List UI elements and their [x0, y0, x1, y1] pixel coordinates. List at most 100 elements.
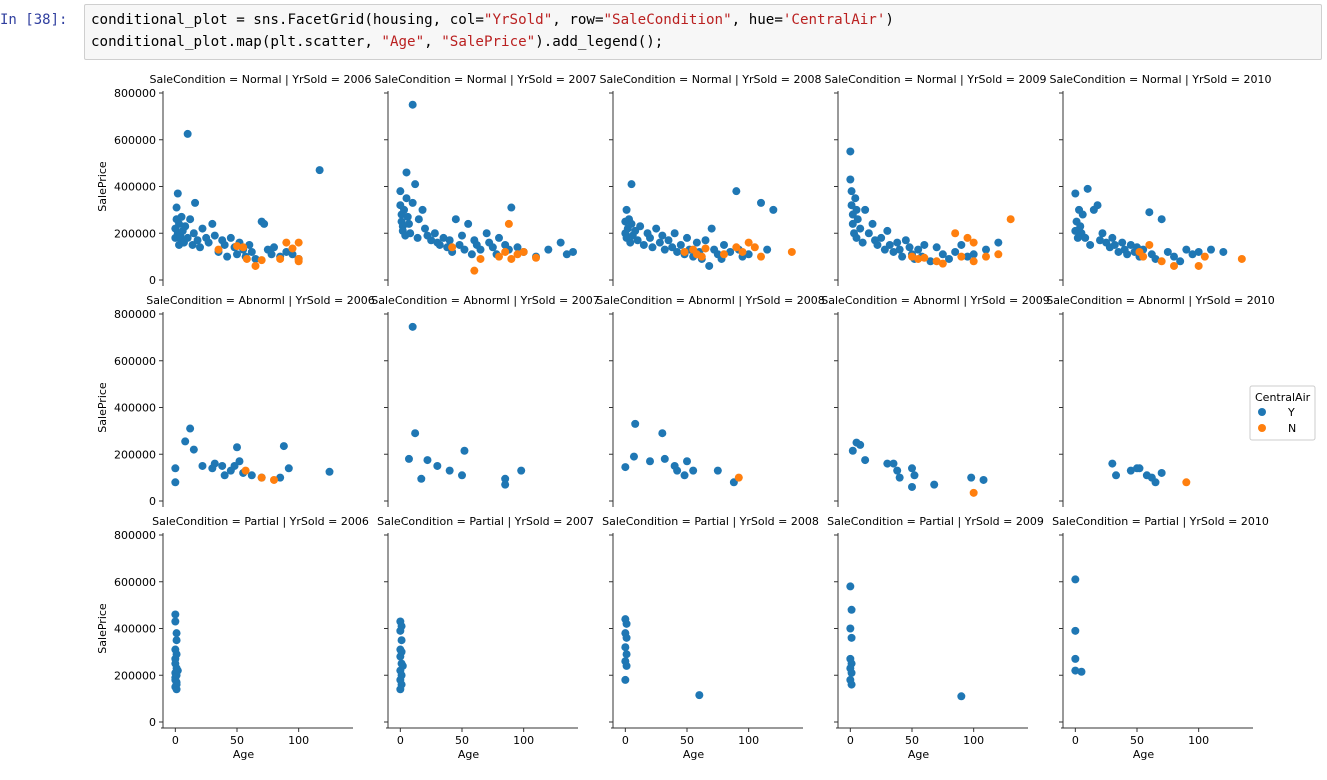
- scatter-point-y: [220, 240, 229, 249]
- x-axis-label: Age: [458, 748, 480, 761]
- scatter-point-y: [400, 205, 409, 214]
- scatter-point-y: [488, 243, 497, 252]
- scatter-point-n: [1194, 261, 1203, 270]
- code-string-token: "Age": [381, 34, 425, 50]
- scatter-point-y: [173, 666, 182, 675]
- code-cell-input[interactable]: conditional_plot = sns.FacetGrid(housing…: [84, 4, 1322, 60]
- y-tick-label: 800000: [114, 308, 156, 321]
- scatter-point-y: [868, 219, 877, 228]
- facet-title: SaleCondition = Partial | YrSold = 2007: [377, 515, 594, 528]
- facet-title: SaleCondition = Normal | YrSold = 2009: [825, 73, 1047, 86]
- scatter-point-y: [181, 222, 190, 231]
- scatter-point-y: [210, 231, 219, 240]
- scatter-point-y: [421, 224, 429, 233]
- facet-title: SaleCondition = Partial | YrSold = 2010: [1052, 515, 1269, 528]
- scatter-point-n: [1139, 252, 1148, 261]
- scatter-point-y: [315, 166, 324, 175]
- scatter-point-y: [701, 236, 710, 245]
- scatter-point-n: [507, 254, 516, 263]
- scatter-point-y: [627, 180, 636, 189]
- scatter-point-y: [404, 219, 413, 228]
- scatter-point-n: [294, 238, 303, 247]
- scatter-point-n: [294, 257, 303, 266]
- scatter-point-y: [427, 236, 436, 245]
- scatter-point-y: [1108, 233, 1117, 242]
- code-token: ).add_legend();: [535, 34, 664, 50]
- code-token: conditional_plot.map(plt.scatter,: [91, 34, 382, 50]
- scatter-point-y: [544, 245, 553, 254]
- scatter-point-y: [403, 212, 412, 221]
- scatter-point-y: [245, 240, 254, 249]
- scatter-point-y: [893, 238, 902, 247]
- code-string-token: "SalePrice": [441, 34, 536, 50]
- scatter-point-y: [172, 678, 181, 687]
- x-tick-label: 100: [963, 734, 984, 747]
- scatter-point-y: [408, 100, 417, 109]
- scatter-point-y: [1110, 240, 1119, 249]
- scatter-point-y: [969, 250, 978, 259]
- scatter-point-y: [652, 224, 661, 233]
- scatter-point-y: [631, 419, 640, 428]
- scatter-point-y: [445, 466, 454, 475]
- scatter-point-y: [858, 238, 867, 247]
- scatter-point-n: [241, 466, 250, 475]
- x-tick-label: 50: [680, 734, 694, 747]
- scatter-point-y: [847, 187, 856, 196]
- scatter-point-y: [226, 233, 235, 242]
- scatter-point-y: [905, 243, 914, 252]
- scatter-point-y: [288, 250, 297, 259]
- scatter-point-y: [744, 250, 753, 259]
- scatter-point-y: [220, 471, 229, 480]
- scatter-point-y: [853, 215, 862, 224]
- scatter-point-y: [622, 633, 631, 642]
- x-axis-label: Age: [683, 748, 705, 761]
- scatter-point-y: [279, 442, 288, 451]
- scatter-point-y: [1219, 247, 1228, 256]
- y-tick-label: 600000: [114, 355, 156, 368]
- scatter-point-y: [622, 205, 631, 214]
- scatter-point-y: [683, 457, 691, 466]
- y-tick-label: 400000: [114, 402, 156, 415]
- scatter-point-y: [1194, 247, 1203, 256]
- scatter-point-y: [646, 457, 654, 466]
- scatter-point-y: [732, 187, 741, 196]
- y-axis-label: SalePrice: [96, 603, 109, 654]
- scatter-point-y: [1182, 245, 1191, 254]
- scatter-point-y: [1157, 468, 1166, 477]
- scatter-point-n: [963, 233, 972, 242]
- scatter-point-y: [1071, 189, 1080, 198]
- scatter-point-n: [787, 247, 796, 256]
- scatter-point-y: [622, 661, 631, 670]
- scatter-point-y: [1083, 184, 1092, 193]
- scatter-point-n: [513, 250, 522, 259]
- scatter-point-y: [569, 247, 577, 256]
- scatter-point-y: [1071, 626, 1080, 635]
- x-axis-label: Age: [233, 748, 255, 761]
- scatter-point-y: [396, 626, 405, 635]
- y-tick-label: 400000: [114, 181, 156, 194]
- scatter-point-y: [636, 222, 645, 231]
- scatter-point-y: [646, 233, 654, 242]
- scatter-point-y: [507, 203, 516, 212]
- scatter-point-y: [1135, 464, 1144, 473]
- scatter-point-y: [893, 466, 902, 475]
- facet-title: SaleCondition = Normal | YrSold = 2010: [1050, 73, 1272, 86]
- scatter-point-y: [1112, 471, 1121, 480]
- scatter-point-y: [417, 474, 426, 483]
- scatter-point-y: [707, 224, 716, 233]
- scatter-point-y: [458, 471, 466, 480]
- scatter-point-n: [1182, 478, 1191, 487]
- scatter-point-y: [629, 452, 638, 461]
- scatter-point-y: [713, 466, 722, 475]
- scatter-point-y: [910, 471, 919, 480]
- scatter-point-n: [932, 257, 941, 266]
- scatter-point-y: [1157, 215, 1166, 224]
- scatter-point-y: [398, 661, 407, 670]
- scatter-point-y: [325, 467, 334, 476]
- scatter-point-y: [621, 675, 630, 684]
- facet-title: SaleCondition = Normal | YrSold = 2007: [375, 73, 597, 86]
- scatter-point-y: [1093, 201, 1102, 210]
- scatter-point-y: [186, 215, 195, 224]
- facet-grid-chart: SaleCondition = Normal | YrSold = 2006 0 2…: [96, 73, 1316, 761]
- scatter-point-y: [648, 243, 657, 252]
